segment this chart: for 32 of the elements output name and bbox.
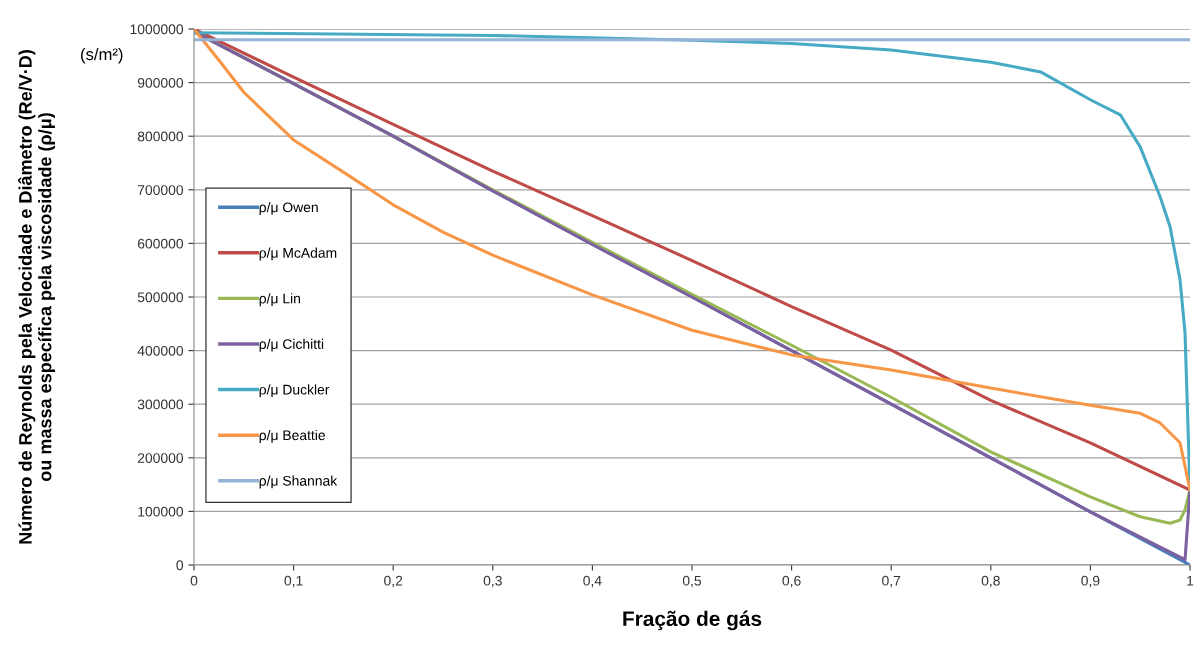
x-tick-label: 0,5 [682, 575, 702, 588]
x-tick-label: 0,4 [583, 575, 602, 588]
x-axis-title: Fração de gás [623, 610, 762, 631]
legend-label: ρ/μ Cichitti [259, 338, 324, 352]
y-tick-label: 900000 [137, 77, 184, 88]
text: (s/m²) [81, 47, 123, 64]
x-tick-label: 0,6 [782, 575, 801, 588]
x-tick-label: 0 [190, 575, 198, 586]
y-tick-label: 300000 [137, 399, 184, 410]
legend-label: ρ/μ Beattie [259, 429, 325, 443]
y-tick-label: 800000 [137, 131, 184, 142]
y-tick-label: 100000 [138, 506, 184, 517]
legend-label: ρ/μ Shannak [259, 475, 338, 489]
y-tick-label: 500000 [137, 292, 184, 303]
x-tick-label: 0,3 [483, 575, 502, 588]
y-tick-label: 400000 [137, 345, 184, 356]
y-tick-label: 0 [176, 560, 184, 571]
x-tick-label: 0,8 [981, 575, 1000, 588]
legend-label: ρ/μ Owen [259, 202, 318, 215]
legend-label: ρ/μ Duckler [259, 384, 330, 398]
y-tick-label: 600000 [137, 238, 184, 249]
x-tick-label: 0,1 [284, 575, 303, 588]
x-tick-label: 1 [1187, 575, 1194, 586]
legend-label: ρ/μ McAdam [259, 247, 337, 261]
y-axis-title: Número de Reynolds pela Velocidade e Diâmetro (Re/V·D) ou massa específica pela viscosidade (ρ/μ) [18, 50, 55, 544]
y-tick-label: 1000000 [130, 24, 184, 35]
x-tick-label: 0,7 [882, 575, 901, 588]
x-tick-label: 0,9 [1081, 575, 1100, 588]
x-tick-label: 0,2 [384, 575, 403, 588]
y-tick-label: 700000 [137, 185, 184, 195]
y-tick-label: 200000 [137, 453, 184, 463]
legend-label: ρ/μ Lin [259, 293, 300, 307]
